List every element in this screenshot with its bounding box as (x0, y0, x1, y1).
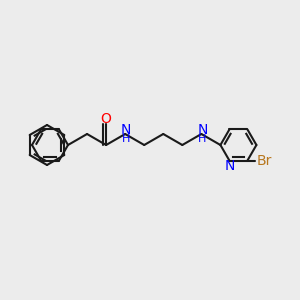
Text: O: O (101, 112, 112, 126)
Text: Br: Br (257, 154, 272, 168)
Text: H: H (198, 134, 207, 144)
Text: H: H (122, 134, 130, 144)
Text: N: N (197, 123, 208, 137)
Text: N: N (224, 159, 235, 172)
Text: N: N (121, 123, 131, 137)
